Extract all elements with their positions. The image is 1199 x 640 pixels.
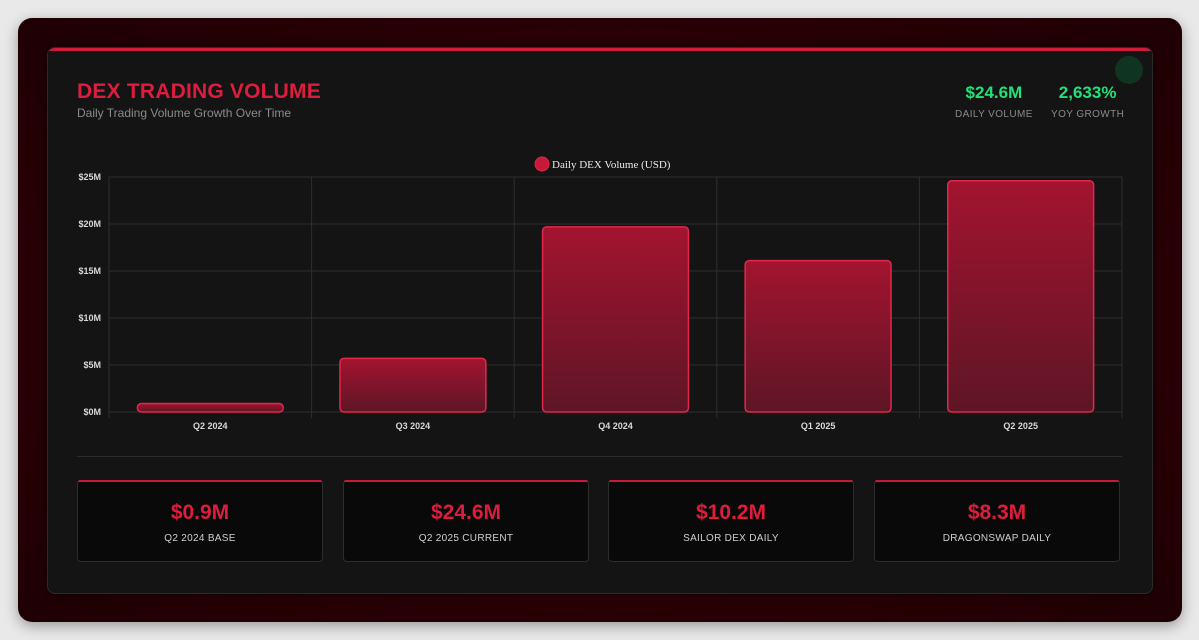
chart-bars <box>136 180 1095 413</box>
summary-value: $8.3M <box>967 501 1027 524</box>
yoy-growth-label: YOY GROWTH <box>1051 109 1125 120</box>
x-tick-label: Q1 2025 <box>801 421 836 431</box>
daily-volume-value: $24.6M <box>965 83 1023 102</box>
status-indicator <box>1115 56 1143 84</box>
x-tick-label: Q4 2024 <box>598 421 633 431</box>
summary-label: Q2 2025 CURRENT <box>418 533 514 544</box>
legend-label: Daily DEX Volume (USD) <box>552 159 671 171</box>
y-tick-label: $15M <box>78 266 101 276</box>
x-tick-label: Q2 2024 <box>193 421 228 431</box>
y-tick-label: $0M <box>83 407 101 417</box>
bar-q2-2024 <box>136 402 284 413</box>
summary-cards: $0.9M Q2 2024 BASE $24.6M Q2 2025 CURREN… <box>77 480 1122 564</box>
y-tick-label: $20M <box>78 219 101 229</box>
chart-legend: Daily DEX Volume (USD) <box>534 156 671 172</box>
summary-value: $24.6M <box>430 501 502 524</box>
bar-q3-2024 <box>339 357 487 413</box>
x-tick-label: Q2 2025 <box>1003 421 1038 431</box>
summary-card-dragonswap: $8.3M DRAGONSWAP DAILY <box>874 480 1120 562</box>
yoy-growth-stat: 2,633% YOY GROWTH <box>1051 83 1124 120</box>
summary-value: $0.9M <box>170 501 230 524</box>
y-tick-label: $5M <box>83 360 101 370</box>
bar-q2-2025 <box>947 180 1095 413</box>
summary-label: SAILOR DEX DAILY <box>683 533 779 544</box>
page-title: DEX TRADING VOLUME <box>77 80 321 103</box>
page-subtitle: Daily Trading Volume Growth Over Time <box>77 106 292 120</box>
summary-card-q2-2024-base: $0.9M Q2 2024 BASE <box>77 480 323 562</box>
bar-q4-2024 <box>541 226 690 413</box>
bar-q1-2025 <box>744 259 892 413</box>
card-accent-bar <box>48 48 1152 51</box>
summary-card-sailor-dex: $10.2M SAILOR DEX DAILY <box>608 480 854 562</box>
volume-bar-chart: $0M $5M $10M $15M $20M $25M Q2 2024 Q3 2024 Q4 2… <box>78 156 1123 431</box>
daily-volume-label: DAILY VOLUME <box>955 109 1033 120</box>
legend-swatch <box>534 156 550 172</box>
yoy-growth-value: 2,633% <box>1058 83 1117 102</box>
y-tick-label: $25M <box>78 172 101 182</box>
chart-labels: $0M $5M $10M $15M $20M $25M Q2 2024 Q3 2024 Q4 2… <box>78 172 1037 431</box>
dashboard-card: DEX TRADING VOLUME Daily Trading Volume … <box>47 47 1153 594</box>
section-divider <box>77 456 1122 457</box>
summary-card-q2-2025-current: $24.6M Q2 2025 CURRENT <box>343 480 589 562</box>
summary-label: DRAGONSWAP DAILY <box>942 533 1052 544</box>
y-tick-label: $10M <box>78 313 101 323</box>
summary-label: Q2 2024 BASE <box>164 533 236 544</box>
summary-value: $10.2M <box>695 501 767 524</box>
daily-volume-stat: $24.6M DAILY VOLUME <box>955 83 1033 120</box>
x-tick-label: Q3 2024 <box>396 421 431 431</box>
